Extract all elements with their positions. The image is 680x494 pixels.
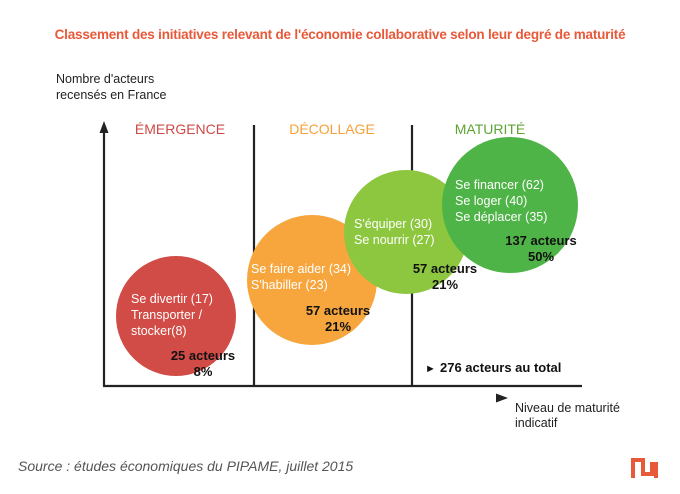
- bubble-decollage-2-share: 21%: [432, 277, 458, 292]
- bubble-emergence-share: 8%: [194, 364, 213, 379]
- bubble-emergence-item-2: Transporter /: [131, 308, 203, 322]
- bubble-maturite-share: 50%: [528, 249, 554, 264]
- phase-label-emergence: ÉMERGENCE: [135, 121, 225, 137]
- bubble-maturite-item-2: Se loger (40): [455, 194, 527, 208]
- bubble-emergence-acteurs: 25 acteurs: [171, 348, 235, 363]
- bubble-emergence: [116, 256, 236, 376]
- y-axis-arrow: [99, 121, 109, 133]
- bubble-decollage-1-item-2: S'habiller (23): [251, 278, 328, 292]
- phase-label-maturite: MATURITÉ: [455, 121, 526, 137]
- x-axis-label-line-1: Niveau de maturité: [515, 401, 620, 415]
- bubble-decollage-2-item-1: S'équiper (30): [354, 217, 432, 231]
- bubble-decollage-1-acteurs: 57 acteurs: [306, 303, 370, 318]
- bubble-emergence-item-1: Se divertir (17): [131, 292, 213, 306]
- total-marker: ►: [425, 363, 436, 375]
- bubble-decollage-1-share: 21%: [325, 319, 351, 334]
- bubble-decollage-1-item-1: Se faire aider (34): [251, 262, 351, 276]
- source-note: Source : études économiques du PIPAME, j…: [18, 458, 354, 474]
- x-axis-label-line-2: indicatif: [515, 416, 558, 430]
- bubble-maturite-item-3: Se déplacer (35): [455, 210, 547, 224]
- y-axis-label-line-1: Nombre d'acteurs: [56, 72, 154, 86]
- bubble-decollage-2-item-2: Se nourrir (27): [354, 233, 435, 247]
- bubble-decollage-2: [344, 170, 468, 294]
- bubble-maturite-acteurs: 137 acteurs: [505, 233, 577, 248]
- bubble-decollage-1: [247, 215, 377, 345]
- phase-label-decollage: DÉCOLLAGE: [289, 121, 375, 137]
- total-label: 276 acteurs au total: [440, 360, 561, 375]
- bubble-maturite-item-1: Se financer (62): [455, 178, 544, 192]
- bubble-maturite: [442, 137, 578, 273]
- logo-icon: [631, 458, 658, 478]
- x-axis-arrow: [496, 393, 508, 403]
- chart-title: Classement des initiatives relevant de l…: [54, 27, 626, 42]
- bubble-emergence-item-3: stocker(8): [131, 324, 187, 338]
- bubble-decollage-2-acteurs: 57 acteurs: [413, 261, 477, 276]
- y-axis-label-line-2: recensés en France: [56, 88, 167, 102]
